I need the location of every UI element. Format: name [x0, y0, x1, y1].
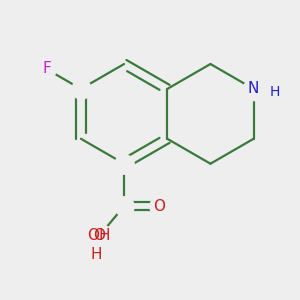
- Text: H: H: [90, 247, 102, 262]
- Text: N: N: [248, 81, 259, 96]
- Text: OH: OH: [87, 229, 111, 244]
- Text: F: F: [42, 61, 51, 76]
- Text: O: O: [93, 229, 105, 244]
- Text: O: O: [153, 199, 165, 214]
- Text: H: H: [269, 85, 280, 99]
